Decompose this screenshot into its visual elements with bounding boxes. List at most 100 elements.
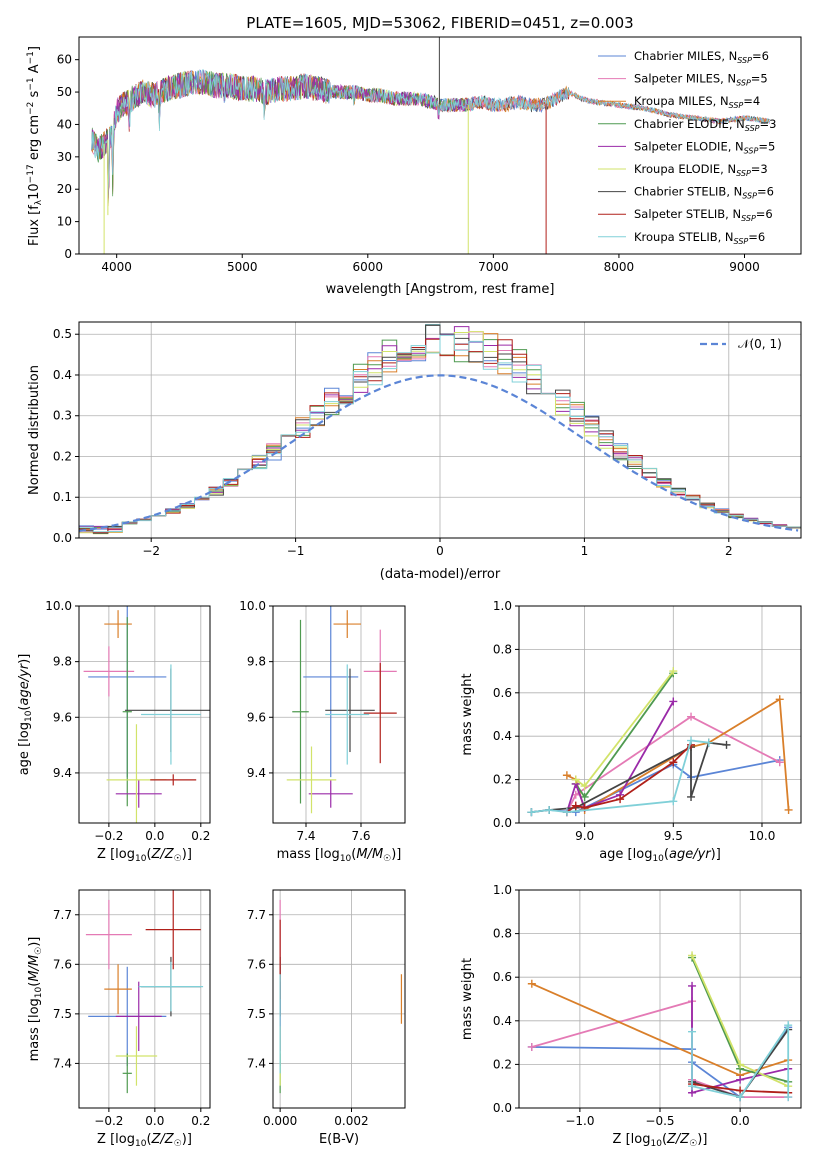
legend-model: Chabrier STELIB, N <box>634 185 742 199</box>
x-tick-label: 7.4 <box>296 829 315 843</box>
y-tick-label: 9.4 <box>53 766 72 780</box>
weight-line-salpeter-miles <box>566 715 781 813</box>
y-tick-label: 9.8 <box>247 655 266 669</box>
label-part: −2 <box>26 102 36 115</box>
legend-model: Kroupa MILES, N <box>634 94 729 108</box>
y-tick-label: 0.8 <box>493 642 512 656</box>
legend-model: Kroupa ELODIE, N <box>634 162 736 176</box>
label-part: −1 <box>26 51 36 64</box>
legend-sub: SSP <box>745 124 760 133</box>
weight-marker <box>784 1093 793 1102</box>
legend-n: =6 <box>756 207 773 221</box>
weight-marker <box>775 695 784 704</box>
panel-z_age: −0.2 0.0 0.2 9.4 9.6 9.8 10.0 <box>45 599 211 843</box>
y-tick-label: 9.6 <box>247 710 266 724</box>
y-tick-label: 10.0 <box>239 599 266 613</box>
weight-marker <box>527 808 536 817</box>
legend-entry: Salpeter MILES, NSSP=5 <box>634 72 768 88</box>
weight-line-salpeter-stelib <box>566 744 692 813</box>
legend-n: =4 <box>743 94 760 108</box>
label-part: age [log <box>17 722 32 775</box>
legend-sub: SSP <box>741 214 756 223</box>
weight-line-chabrier-stelib <box>531 741 727 813</box>
label-part: Z/Z <box>151 1132 175 1147</box>
histogram-kroupa-stelib <box>79 334 801 538</box>
y-tick-label: 0.0 <box>493 816 512 830</box>
spectrum-line-kroupa-stelib <box>91 68 770 197</box>
weight-marker <box>687 792 696 801</box>
y-tick-label: 0.0 <box>53 531 72 545</box>
legend-entry: Kroupa ELODIE, NSSP=3 <box>634 162 768 178</box>
x-tick-label: −2 <box>142 544 160 558</box>
y-tick-label: 0.1 <box>53 490 72 504</box>
label-part: A <box>27 64 42 77</box>
plot-area <box>527 951 793 1102</box>
label-part: ] <box>27 46 42 51</box>
x-axis-label: Z [log10(Z/Z☉)] <box>97 1132 192 1149</box>
label-part: M/M <box>356 847 383 862</box>
label-part: age/yr <box>669 847 712 862</box>
label-part: age [log <box>599 847 652 862</box>
label-part: ☉ <box>383 854 391 864</box>
y-tick-label: 0.4 <box>493 729 512 743</box>
x-tick-label: 7000 <box>478 260 509 274</box>
legend-entry: Chabrier STELIB, NSSP=6 <box>634 185 774 201</box>
y-tick-label: 7.4 <box>53 1056 72 1070</box>
y-tick-label: 7.4 <box>247 1056 266 1070</box>
x-tick-label: 9.5 <box>664 829 683 843</box>
y-tick-label: 0.3 <box>53 409 72 423</box>
weight-marker <box>775 758 784 767</box>
panel-ebv_mass: 0.000 0.002 7.4 7.5 7.6 7.7 <box>247 889 406 1128</box>
y-tick-label: 1.0 <box>493 599 512 613</box>
weight-marker <box>736 1093 745 1102</box>
weight-marker <box>669 697 678 706</box>
x-axis-label: Z [log10(Z/Z☉)] <box>97 847 192 864</box>
y-tick-label: 0.6 <box>493 970 512 984</box>
y-tick-label: 0.2 <box>53 449 72 463</box>
legend-sub: SSP <box>736 79 751 88</box>
label-part: ( <box>351 847 356 862</box>
label-part: λ <box>34 199 44 205</box>
y-tick-label: 60 <box>57 53 72 67</box>
legend-entry: 𝒩(0, 1) <box>738 337 782 351</box>
weight-marker <box>784 805 793 814</box>
x-tick-label: 9000 <box>729 260 760 274</box>
weight-marker <box>736 1075 745 1084</box>
axes-frame <box>78 605 211 824</box>
x-tick-label: 0.002 <box>334 1114 368 1128</box>
y-tick-label: 0.2 <box>493 1057 512 1071</box>
y-tick-label: 7.5 <box>247 1007 266 1021</box>
legend-sub: SSP <box>744 146 759 155</box>
grid-group <box>79 890 210 1108</box>
panel-spectrum: 4000 5000 6000 7000 8000 9000 0 10 20 30 40 50 60 <box>57 36 802 274</box>
y-tick-label: 10 <box>57 215 72 229</box>
x-axis-label: mass [log10(M/M☉)] <box>277 847 402 864</box>
gaussian-reference-line <box>79 374 799 532</box>
y-tick-label: 9.8 <box>53 655 72 669</box>
weight-marker <box>669 758 678 767</box>
label-part: ☉ <box>689 1139 697 1149</box>
y-tick-label: 20 <box>57 182 72 196</box>
label-part: −1 <box>26 77 36 90</box>
weight-marker <box>784 1021 793 1030</box>
x-tick-label: 0.2 <box>191 829 210 843</box>
x-tick-label: 5000 <box>227 260 258 274</box>
panel-age_weight: 9.0 9.5 10.0 0.0 0.2 0.4 0.6 0.8 1.0 <box>493 599 802 843</box>
plot-area <box>527 667 793 817</box>
y-tick-label: 0.5 <box>53 327 72 341</box>
x-tick-label: 2 <box>725 544 733 558</box>
weight-marker <box>722 740 731 749</box>
axes-frame <box>78 36 802 255</box>
x-axis-label: wavelength [Angstrom, rest frame] <box>326 282 555 297</box>
y-axis-label: mass [log10(M/M☉)] <box>27 937 44 1062</box>
legend-model: Chabrier ELODIE, N <box>634 117 745 131</box>
y-tick-label: 7.7 <box>53 908 72 922</box>
y-tick-label: 9.4 <box>247 766 266 780</box>
y-tick-label: 7.6 <box>247 957 266 971</box>
label-part: Z/Z <box>151 847 175 862</box>
legend-model: Salpeter STELIB, N <box>634 207 741 221</box>
label-part: ☉ <box>34 947 44 955</box>
y-tick-label: 9.6 <box>53 710 72 724</box>
y-tick-label: 1.0 <box>493 883 512 897</box>
y-tick-label: 0.2 <box>493 773 512 787</box>
